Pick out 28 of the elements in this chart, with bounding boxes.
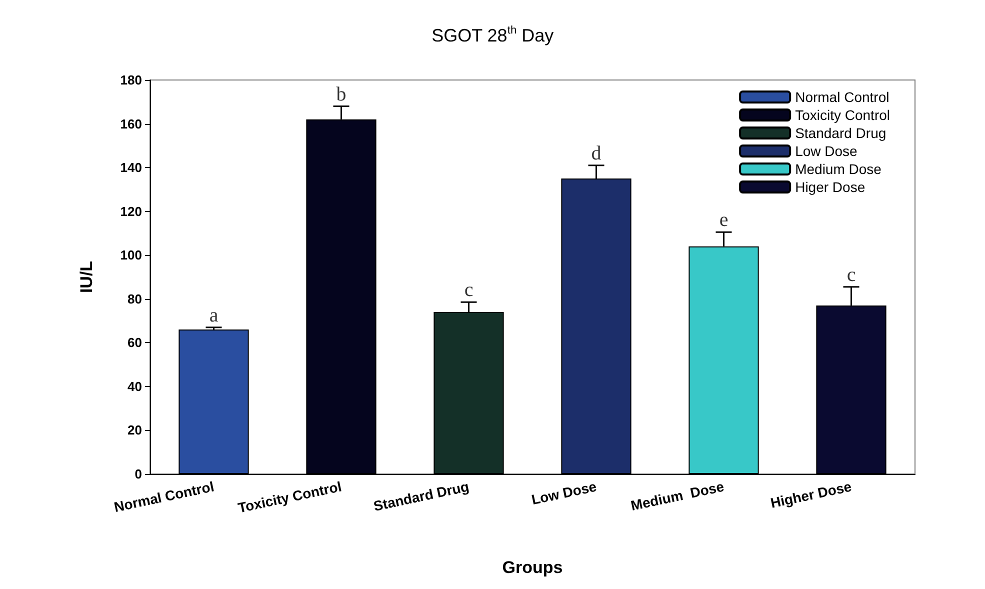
y-tick-label: 180 <box>120 72 142 88</box>
y-tick-label: 80 <box>128 291 142 306</box>
legend-label: Higer Dose <box>795 179 866 195</box>
legend-label: Medium Dose <box>795 161 882 177</box>
x-tick-label: Medium Dose <box>629 478 726 514</box>
x-tick-label: Low Dose <box>530 478 598 508</box>
x-axis-title: Groups <box>502 558 563 577</box>
legend-label: Toxicity Control <box>795 107 890 123</box>
y-tick-label: 120 <box>120 204 142 219</box>
y-tick-label: 60 <box>128 335 142 350</box>
annotation: b <box>336 83 346 106</box>
y-tick-label: 140 <box>120 160 142 176</box>
legend-label: Normal Control <box>795 89 890 105</box>
annotation: c <box>846 264 856 286</box>
x-tick-label: Standard Drug <box>372 478 470 514</box>
y-axis-title: IU/L <box>77 260 96 294</box>
y-tick-label: 40 <box>128 378 142 394</box>
annotation: a <box>209 304 218 326</box>
y-tick-label: 100 <box>120 248 142 263</box>
x-tick-label: Toxicity Control <box>236 478 343 516</box>
annotation: d <box>591 142 602 164</box>
annotation: e <box>719 209 728 232</box>
y-tick-label: 20 <box>128 422 142 438</box>
legend-label: Low Dose <box>795 143 858 159</box>
annotation: c <box>464 279 474 302</box>
legend-label: Standard Drug <box>795 125 886 141</box>
y-tick-label: 160 <box>120 116 142 132</box>
x-tick-label: Higher Dose <box>769 478 854 511</box>
